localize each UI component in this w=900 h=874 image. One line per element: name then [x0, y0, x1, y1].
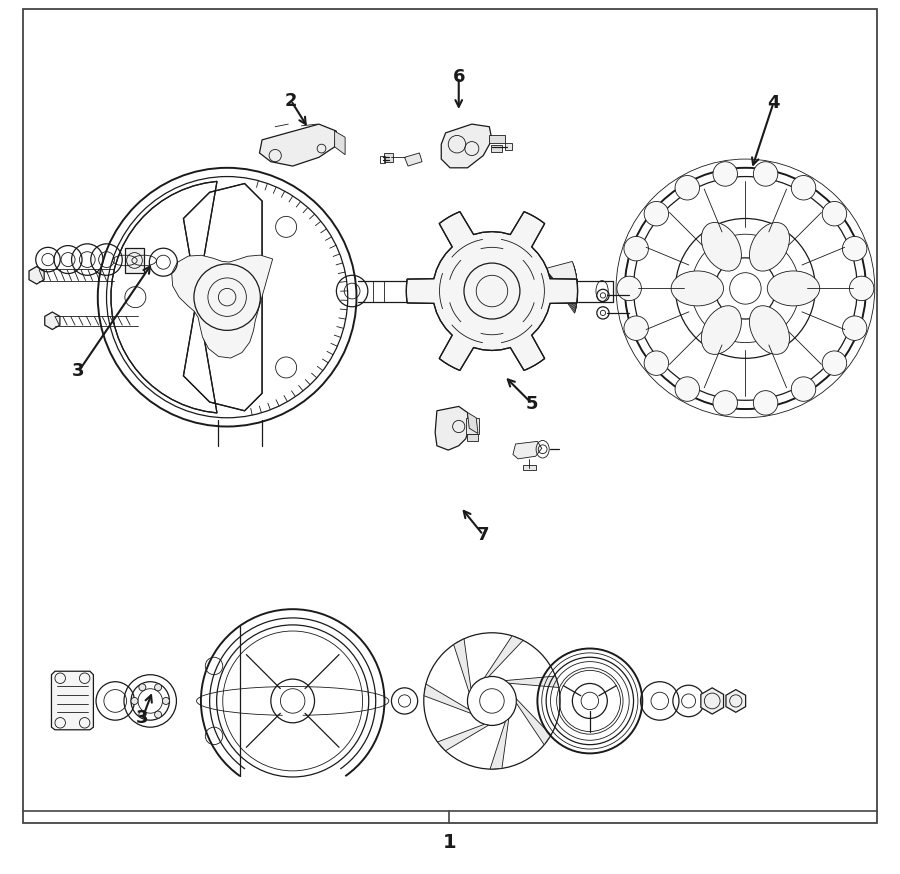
Circle shape [139, 683, 146, 690]
Circle shape [842, 316, 867, 340]
Circle shape [624, 237, 648, 261]
Polygon shape [490, 718, 508, 769]
Polygon shape [435, 406, 469, 450]
Polygon shape [111, 182, 262, 413]
Polygon shape [424, 684, 471, 713]
Polygon shape [441, 124, 492, 168]
Circle shape [675, 176, 699, 200]
Polygon shape [437, 725, 489, 751]
Circle shape [155, 711, 162, 718]
Circle shape [823, 202, 847, 226]
Circle shape [713, 162, 737, 186]
Polygon shape [532, 253, 578, 310]
Bar [465, 418, 479, 434]
Polygon shape [513, 441, 542, 459]
Polygon shape [29, 267, 44, 284]
Bar [384, 153, 393, 162]
Polygon shape [530, 252, 578, 307]
Polygon shape [335, 131, 345, 155]
Circle shape [713, 391, 737, 415]
Bar [505, 143, 512, 150]
Polygon shape [45, 312, 60, 329]
Polygon shape [517, 699, 551, 745]
Circle shape [850, 276, 874, 301]
Circle shape [155, 683, 162, 690]
Text: 5: 5 [526, 395, 538, 413]
Text: 7: 7 [477, 526, 490, 544]
Bar [467, 434, 478, 441]
Text: 2: 2 [284, 92, 297, 109]
Ellipse shape [701, 306, 742, 354]
Bar [125, 248, 144, 273]
Polygon shape [259, 124, 337, 166]
Circle shape [139, 711, 146, 718]
Text: 3: 3 [72, 363, 85, 380]
Polygon shape [726, 690, 745, 712]
Polygon shape [506, 676, 559, 688]
Ellipse shape [768, 271, 820, 306]
Polygon shape [454, 639, 471, 692]
Circle shape [644, 350, 669, 375]
Polygon shape [405, 153, 422, 166]
Ellipse shape [750, 223, 789, 271]
Circle shape [823, 350, 847, 375]
Text: 3: 3 [136, 710, 149, 727]
Circle shape [753, 391, 778, 415]
Polygon shape [406, 212, 578, 371]
Circle shape [616, 276, 642, 301]
Ellipse shape [750, 306, 789, 354]
Bar [523, 465, 536, 470]
Text: 6: 6 [453, 68, 465, 86]
Polygon shape [51, 671, 94, 730]
Polygon shape [533, 254, 578, 313]
Circle shape [131, 697, 138, 704]
Circle shape [644, 202, 669, 226]
Bar [491, 145, 501, 152]
Polygon shape [531, 252, 578, 309]
Bar [380, 156, 385, 163]
Ellipse shape [671, 271, 724, 306]
Polygon shape [172, 255, 273, 358]
Circle shape [163, 697, 169, 704]
Polygon shape [532, 253, 578, 312]
Circle shape [791, 377, 815, 401]
Polygon shape [467, 413, 478, 434]
Circle shape [675, 377, 699, 401]
Circle shape [791, 176, 815, 200]
Polygon shape [529, 251, 578, 306]
Polygon shape [484, 635, 523, 677]
Ellipse shape [701, 223, 742, 271]
Circle shape [842, 237, 867, 261]
Text: 4: 4 [767, 94, 779, 112]
Circle shape [753, 162, 778, 186]
Text: 1: 1 [442, 833, 456, 852]
Polygon shape [701, 688, 724, 714]
Circle shape [624, 316, 648, 340]
Bar [490, 135, 505, 143]
